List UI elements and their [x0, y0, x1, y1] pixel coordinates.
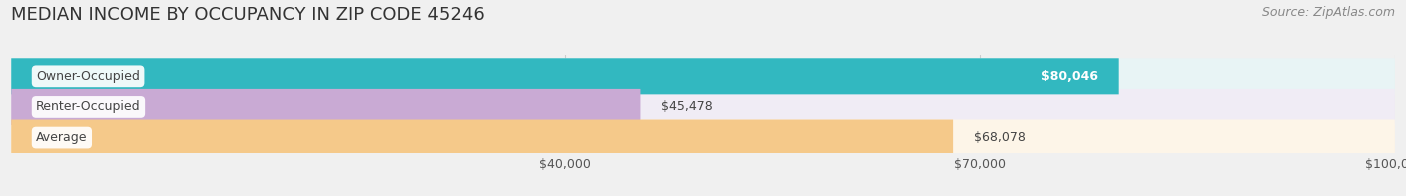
Text: $68,078: $68,078: [974, 131, 1026, 144]
Text: $45,478: $45,478: [661, 100, 713, 113]
FancyBboxPatch shape: [11, 120, 953, 156]
FancyBboxPatch shape: [11, 92, 1395, 122]
FancyBboxPatch shape: [11, 122, 1395, 153]
Text: Owner-Occupied: Owner-Occupied: [37, 70, 141, 83]
Text: MEDIAN INCOME BY OCCUPANCY IN ZIP CODE 45246: MEDIAN INCOME BY OCCUPANCY IN ZIP CODE 4…: [11, 6, 485, 24]
Text: Renter-Occupied: Renter-Occupied: [37, 100, 141, 113]
Text: Source: ZipAtlas.com: Source: ZipAtlas.com: [1261, 6, 1395, 19]
FancyBboxPatch shape: [11, 120, 1395, 156]
Text: Average: Average: [37, 131, 87, 144]
FancyBboxPatch shape: [11, 89, 641, 125]
FancyBboxPatch shape: [11, 89, 1395, 125]
FancyBboxPatch shape: [11, 58, 1395, 94]
Text: $80,046: $80,046: [1040, 70, 1098, 83]
FancyBboxPatch shape: [11, 58, 1119, 94]
FancyBboxPatch shape: [11, 61, 1395, 92]
